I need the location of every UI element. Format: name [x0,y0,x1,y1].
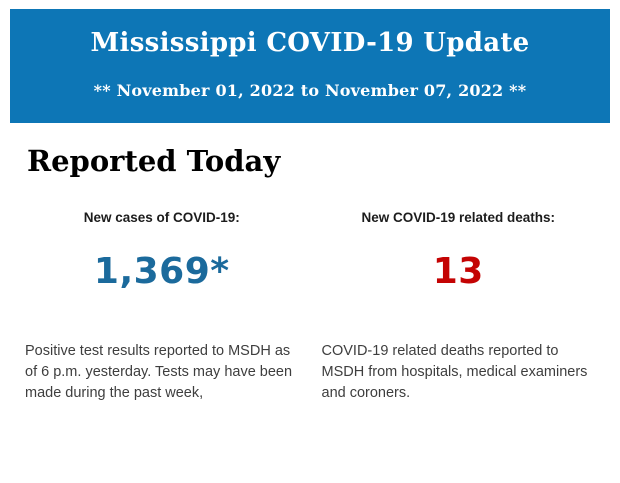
page-title: Mississippi COVID-19 Update [90,28,530,58]
new-cases-label: New cases of COVID-19: [83,210,240,225]
new-deaths-description: COVID-19 related deaths reported to MSDH… [321,343,588,401]
date-range: ** November 01, 2022 to November 07, 202… [93,81,527,100]
header-banner: Mississippi COVID-19 Update ** November … [10,9,610,123]
report-body: Reported Today New cases of COVID-19: 1,… [0,144,620,404]
new-cases-value: 1,369* [93,251,230,292]
new-deaths-value: 13 [432,251,484,292]
stats-row: New cases of COVID-19: 1,369* Positive t… [25,210,595,404]
new-deaths-label: New COVID-19 related deaths: [361,210,556,225]
stat-new-deaths: New COVID-19 related deaths: 13 COVID-19… [322,210,596,404]
new-cases-description: Positive test results reported to MSDH a… [25,343,293,401]
stat-new-cases: New cases of COVID-19: 1,369* Positive t… [25,210,299,404]
section-heading: Reported Today [27,144,281,178]
